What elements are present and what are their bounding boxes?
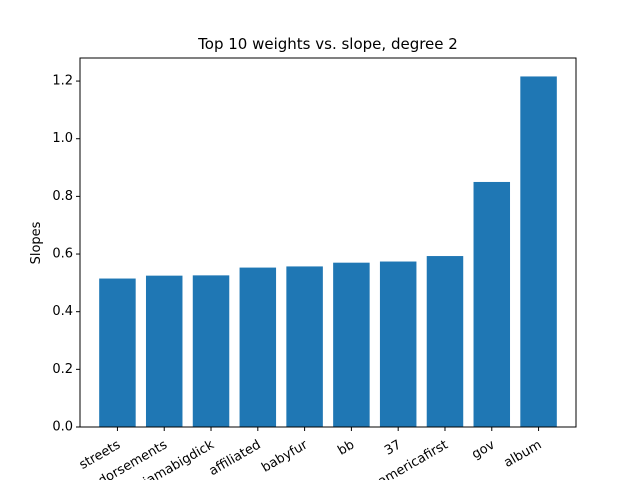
bar-americafirst: [426, 256, 464, 427]
bar-endorsements: [145, 275, 183, 427]
x-tick-label: affiliated: [207, 438, 264, 480]
bar-iamabigdick: [192, 275, 230, 427]
bar-streets: [99, 278, 136, 427]
y-tick-label: 0.2: [52, 362, 73, 377]
y-tick-label: 0.0: [52, 420, 73, 435]
bars-group: [99, 76, 557, 427]
y-tick-label: 0.8: [52, 189, 73, 204]
bar-affiliated: [239, 267, 277, 427]
chart-title: Top 10 weights vs. slope, degree 2: [197, 35, 458, 53]
y-axis-ticks: 0.0 0.2 0.4 0.6 0.8 1.0 1.2: [52, 74, 80, 435]
bar-album: [520, 76, 557, 427]
y-tick-label: 0.6: [52, 247, 73, 262]
y-tick-label: 1.0: [52, 131, 73, 146]
x-tick-label: babyfur: [259, 437, 311, 475]
x-tick-label: album: [502, 438, 545, 471]
x-tick-label: bb: [335, 438, 357, 459]
x-tick-label: 37: [382, 438, 404, 459]
plot-frame: [79, 57, 577, 428]
y-tick-label: 0.4: [52, 304, 73, 319]
bar-babyfur: [286, 266, 323, 427]
bar-37: [379, 261, 417, 427]
bar-bb: [333, 262, 370, 427]
x-axis-ticks: streetsendorsementsiamabigdickaffiliated…: [77, 427, 545, 485]
bar-gov: [473, 181, 511, 427]
y-axis-label: Slopes: [29, 221, 44, 264]
x-tick-label: gov: [469, 437, 497, 462]
y-tick-label: 1.2: [52, 74, 73, 89]
